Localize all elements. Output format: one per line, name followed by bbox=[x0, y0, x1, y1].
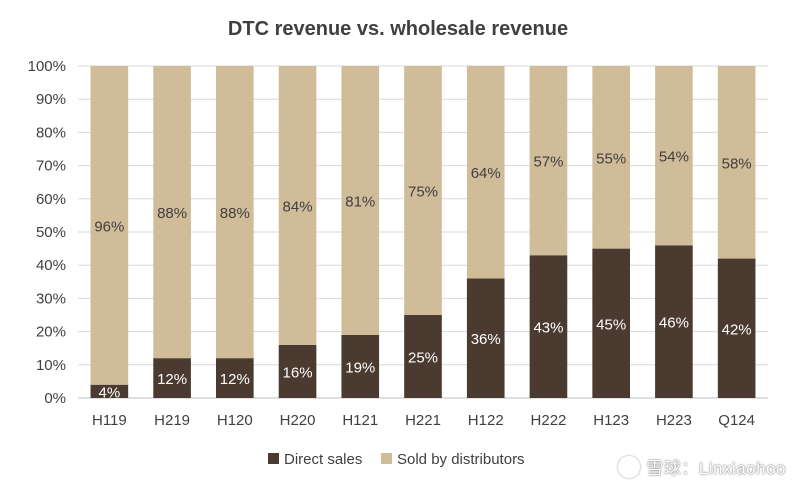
x-tick-label: H222 bbox=[531, 412, 567, 429]
bar-direct-sales bbox=[153, 358, 191, 398]
data-label-direct-sales: 46% bbox=[659, 315, 689, 332]
x-tick-label: H119 bbox=[92, 412, 127, 429]
legend-swatch-sold-by-distributors bbox=[381, 453, 392, 464]
data-label-direct-sales: 12% bbox=[157, 371, 187, 388]
x-tick-label: H122 bbox=[468, 412, 504, 429]
bar-sold-by-distributors bbox=[153, 66, 191, 359]
data-label-sold-by-distributors: 64% bbox=[471, 165, 501, 182]
data-label-sold-by-distributors: 55% bbox=[596, 150, 626, 167]
bar-direct-sales bbox=[655, 245, 693, 398]
y-tick-label: 30% bbox=[36, 290, 66, 307]
data-label-direct-sales: 36% bbox=[471, 331, 501, 348]
data-label-sold-by-distributors: 58% bbox=[722, 155, 752, 172]
bar-sold-by-distributors bbox=[404, 66, 442, 315]
x-tick-label: H220 bbox=[280, 412, 316, 429]
y-tick-label: 50% bbox=[36, 224, 66, 241]
y-tick-label: 60% bbox=[36, 191, 66, 208]
y-tick-label: 20% bbox=[36, 324, 66, 341]
bar-direct-sales bbox=[278, 344, 317, 398]
x-tick-label: H223 bbox=[656, 412, 692, 429]
data-label-direct-sales: 42% bbox=[722, 321, 752, 338]
bars: 4% 96% 12% 88% 12% 88% 16% 84% 19% 81% 25% 75% 36% 64… bbox=[90, 66, 756, 401]
bar-direct-sales bbox=[216, 358, 254, 398]
legend: Direct sales Sold by distributors bbox=[268, 451, 525, 468]
bar-direct-sales bbox=[529, 255, 568, 398]
bar-direct-sales bbox=[404, 315, 442, 398]
x-tick-label: H121 bbox=[342, 412, 378, 429]
bar-direct-sales bbox=[717, 258, 756, 398]
data-label-sold-by-distributors: 75% bbox=[408, 184, 438, 201]
watermark-text: 雪球：Linxiaohoo bbox=[646, 459, 786, 478]
y-tick-label: 10% bbox=[36, 357, 66, 374]
data-label-direct-sales: 25% bbox=[408, 350, 438, 367]
data-label-sold-by-distributors: 54% bbox=[659, 149, 689, 166]
data-label-direct-sales: 12% bbox=[220, 371, 250, 388]
data-label-direct-sales: 4% bbox=[99, 384, 121, 401]
watermark-logo-icon bbox=[618, 456, 641, 478]
y-tick-label: 100% bbox=[28, 58, 66, 75]
data-label-direct-sales: 45% bbox=[596, 316, 626, 333]
bar-sold-by-distributors bbox=[655, 66, 693, 246]
x-tick-label: H221 bbox=[405, 412, 441, 429]
data-label-sold-by-distributors: 96% bbox=[94, 218, 124, 235]
x-axis: H119 H219 H120 H220 H121 H221 H122 H222 H123 H223… bbox=[92, 412, 755, 429]
bar-direct-sales bbox=[90, 384, 129, 398]
data-label-sold-by-distributors: 88% bbox=[220, 205, 250, 222]
data-label-sold-by-distributors: 88% bbox=[157, 205, 187, 222]
data-label-direct-sales: 43% bbox=[533, 320, 563, 337]
data-label-direct-sales: 16% bbox=[283, 364, 313, 381]
bar-sold-by-distributors bbox=[278, 66, 317, 345]
bar-sold-by-distributors bbox=[90, 66, 129, 385]
bar-sold-by-distributors bbox=[341, 66, 380, 335]
legend-label-sold-by-distributors: Sold by distributors bbox=[397, 451, 525, 468]
watermark: 雪球：Linxiaohoo bbox=[618, 454, 786, 479]
y-tick-label: 0% bbox=[44, 390, 66, 407]
bar-sold-by-distributors bbox=[529, 66, 568, 256]
legend-label-direct-sales: Direct sales bbox=[284, 451, 362, 468]
y-tick-label: 40% bbox=[36, 257, 66, 274]
chart-title: DTC revenue vs. wholesale revenue bbox=[228, 18, 568, 40]
data-label-sold-by-distributors: 57% bbox=[533, 154, 563, 171]
x-tick-label: H120 bbox=[217, 412, 253, 429]
x-tick-label: H123 bbox=[593, 412, 629, 429]
bar-sold-by-distributors bbox=[466, 66, 505, 279]
bar-direct-sales bbox=[466, 278, 505, 398]
y-axis: 0% 10% 20% 30% 40% 50% 60% 70% 80% 90% 100% bbox=[28, 58, 66, 407]
bar-direct-sales bbox=[592, 248, 630, 398]
bar-sold-by-distributors bbox=[592, 66, 630, 249]
data-label-sold-by-distributors: 84% bbox=[283, 198, 313, 215]
legend-swatch-direct-sales bbox=[268, 453, 279, 464]
bar-direct-sales bbox=[341, 334, 380, 398]
x-tick-label: H219 bbox=[154, 412, 190, 429]
y-tick-label: 70% bbox=[36, 158, 66, 175]
y-tick-label: 90% bbox=[36, 91, 66, 108]
data-label-direct-sales: 19% bbox=[345, 359, 375, 376]
bar-sold-by-distributors bbox=[717, 66, 756, 259]
y-tick-label: 80% bbox=[36, 124, 66, 141]
bar-sold-by-distributors bbox=[216, 66, 254, 359]
data-label-sold-by-distributors: 81% bbox=[345, 193, 375, 210]
x-tick-label: Q124 bbox=[718, 412, 755, 429]
